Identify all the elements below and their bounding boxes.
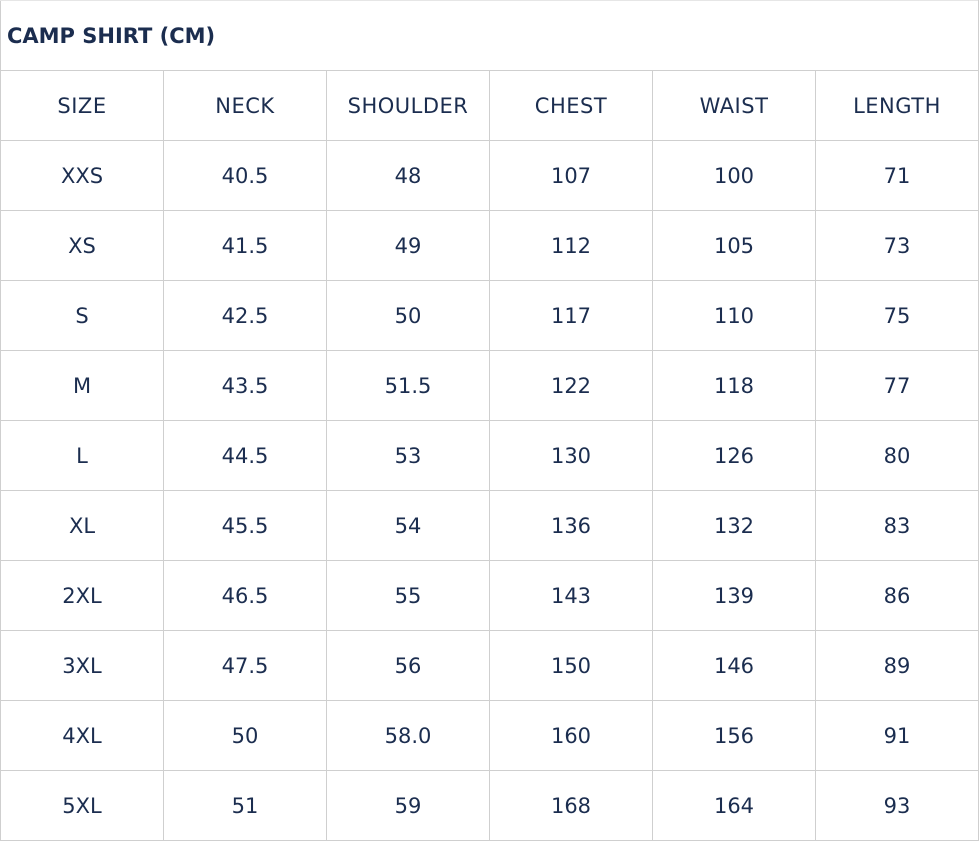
cell-length: 86 (815, 560, 979, 631)
cell-shoulder: 54 (326, 490, 490, 561)
cell-size: XXS (0, 140, 164, 211)
cell-chest: 117 (489, 280, 653, 351)
cell-length: 83 (815, 490, 979, 561)
table-row: L 44.5 53 130 126 80 (0, 420, 979, 491)
cell-shoulder: 56 (326, 630, 490, 701)
title-row: CAMP SHIRT (CM) (0, 0, 979, 71)
table-row: XXS 40.5 48 107 100 71 (0, 140, 979, 211)
header-waist: WAIST (652, 70, 816, 141)
cell-waist: 146 (652, 630, 816, 701)
cell-neck: 51 (163, 770, 327, 841)
cell-length: 75 (815, 280, 979, 351)
cell-chest: 122 (489, 350, 653, 421)
cell-length: 91 (815, 700, 979, 771)
cell-waist: 100 (652, 140, 816, 211)
cell-size: L (0, 420, 164, 491)
cell-chest: 107 (489, 140, 653, 211)
cell-neck: 40.5 (163, 140, 327, 211)
header-neck: NECK (163, 70, 327, 141)
cell-chest: 168 (489, 770, 653, 841)
header-row: SIZE NECK SHOULDER CHEST WAIST LENGTH (0, 70, 979, 141)
cell-shoulder: 53 (326, 420, 490, 491)
cell-chest: 130 (489, 420, 653, 491)
cell-waist: 156 (652, 700, 816, 771)
cell-waist: 164 (652, 770, 816, 841)
table-row: M 43.5 51.5 122 118 77 (0, 350, 979, 421)
cell-chest: 160 (489, 700, 653, 771)
cell-shoulder: 58.0 (326, 700, 490, 771)
cell-neck: 42.5 (163, 280, 327, 351)
cell-chest: 112 (489, 210, 653, 281)
cell-length: 89 (815, 630, 979, 701)
cell-shoulder: 50 (326, 280, 490, 351)
table-row: XL 45.5 54 136 132 83 (0, 490, 979, 561)
cell-shoulder: 49 (326, 210, 490, 281)
cell-length: 80 (815, 420, 979, 491)
cell-length: 71 (815, 140, 979, 211)
cell-waist: 110 (652, 280, 816, 351)
cell-shoulder: 55 (326, 560, 490, 631)
cell-size: M (0, 350, 164, 421)
cell-shoulder: 59 (326, 770, 490, 841)
cell-size: 5XL (0, 770, 164, 841)
cell-size: XS (0, 210, 164, 281)
cell-length: 73 (815, 210, 979, 281)
cell-size: 2XL (0, 560, 164, 631)
cell-neck: 45.5 (163, 490, 327, 561)
cell-chest: 136 (489, 490, 653, 561)
header-shoulder: SHOULDER (326, 70, 490, 141)
table-title: CAMP SHIRT (CM) (0, 0, 979, 71)
cell-chest: 150 (489, 630, 653, 701)
cell-neck: 43.5 (163, 350, 327, 421)
header-length: LENGTH (815, 70, 979, 141)
table-row: 3XL 47.5 56 150 146 89 (0, 630, 979, 701)
cell-shoulder: 51.5 (326, 350, 490, 421)
cell-length: 77 (815, 350, 979, 421)
cell-size: 4XL (0, 700, 164, 771)
cell-chest: 143 (489, 560, 653, 631)
cell-length: 93 (815, 770, 979, 841)
cell-waist: 118 (652, 350, 816, 421)
cell-waist: 105 (652, 210, 816, 281)
table-row: 4XL 50 58.0 160 156 91 (0, 700, 979, 771)
table-row: 5XL 51 59 168 164 93 (0, 770, 979, 841)
cell-size: 3XL (0, 630, 164, 701)
table-row: S 42.5 50 117 110 75 (0, 280, 979, 351)
cell-shoulder: 48 (326, 140, 490, 211)
cell-waist: 132 (652, 490, 816, 561)
cell-neck: 50 (163, 700, 327, 771)
cell-size: S (0, 280, 164, 351)
cell-neck: 46.5 (163, 560, 327, 631)
table-row: XS 41.5 49 112 105 73 (0, 210, 979, 281)
table-row: 2XL 46.5 55 143 139 86 (0, 560, 979, 631)
cell-waist: 139 (652, 560, 816, 631)
cell-waist: 126 (652, 420, 816, 491)
cell-neck: 47.5 (163, 630, 327, 701)
cell-size: XL (0, 490, 164, 561)
cell-neck: 41.5 (163, 210, 327, 281)
header-size: SIZE (0, 70, 164, 141)
header-chest: CHEST (489, 70, 653, 141)
cell-neck: 44.5 (163, 420, 327, 491)
